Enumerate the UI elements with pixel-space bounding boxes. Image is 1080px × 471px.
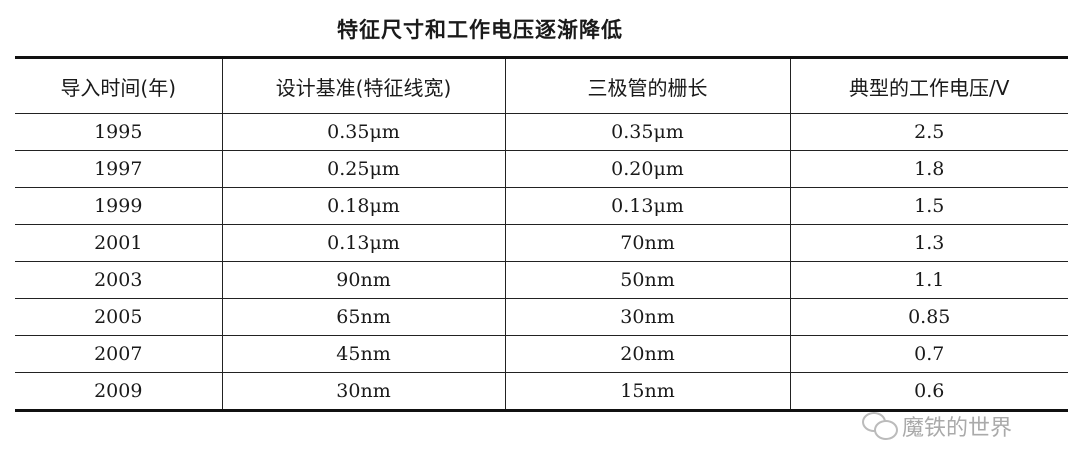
watermark-text: 魔铁的世界 [902, 416, 1013, 441]
cell-year: 2007 [15, 335, 222, 373]
header-voltage: 典型的工作电压/V [789, 57, 1068, 114]
cell-design-rule: 30nm [221, 372, 505, 411]
cell-gate-length: 50nm [504, 261, 790, 299]
cell-voltage: 0.6 [789, 372, 1068, 411]
cell-gate-length: 0.35μm [504, 113, 790, 151]
cell-design-rule: 65nm [221, 298, 505, 336]
table-row: 1999 0.18μm 0.13μm 1.5 [15, 187, 1068, 225]
cell-year: 1995 [15, 113, 222, 151]
cell-gate-length: 30nm [504, 298, 790, 336]
cell-design-rule: 90nm [221, 261, 505, 299]
header-row: 导入时间(年) 设计基准(特征线宽) 三极管的栅长 典型的工作电压/V [15, 57, 1068, 114]
cell-voltage: 1.1 [789, 261, 1068, 299]
cell-gate-length: 15nm [504, 372, 790, 411]
cell-design-rule: 0.35μm [221, 113, 505, 151]
cell-voltage: 1.5 [789, 187, 1068, 225]
cell-voltage: 1.8 [789, 150, 1068, 188]
cell-year: 2003 [15, 261, 222, 299]
cell-year: 2009 [15, 372, 222, 411]
header-gate-length: 三极管的栅长 [504, 57, 790, 114]
cell-voltage: 0.85 [789, 298, 1068, 336]
cell-design-rule: 0.25μm [221, 150, 505, 188]
table-row: 2001 0.13μm 70nm 1.3 [15, 224, 1068, 262]
table-row: 2007 45nm 20nm 0.7 [15, 335, 1068, 373]
table-row: 2009 30nm 15nm 0.6 [15, 372, 1068, 411]
cell-design-rule: 0.18μm [221, 187, 505, 225]
cell-voltage: 2.5 [789, 113, 1068, 151]
cell-voltage: 1.3 [789, 224, 1068, 262]
wechat-icon [862, 412, 898, 440]
table-row: 2005 65nm 30nm 0.85 [15, 298, 1068, 336]
cell-gate-length: 70nm [504, 224, 790, 262]
table-row: 1997 0.25μm 0.20μm 1.8 [15, 150, 1068, 188]
table-title: 特征尺寸和工作电压逐渐降低 [337, 18, 623, 42]
feature-size-table: 导入时间(年) 设计基准(特征线宽) 三极管的栅长 典型的工作电压/V 1995… [15, 56, 1068, 412]
cell-year: 1997 [15, 150, 222, 188]
cell-year: 1999 [15, 187, 222, 225]
header-year: 导入时间(年) [15, 57, 222, 114]
cell-gate-length: 20nm [504, 335, 790, 373]
cell-design-rule: 45nm [221, 335, 505, 373]
table-row: 1995 0.35μm 0.35μm 2.5 [15, 113, 1068, 151]
cell-gate-length: 0.13μm [504, 187, 790, 225]
table-row: 2003 90nm 50nm 1.1 [15, 261, 1068, 299]
header-design-rule: 设计基准(特征线宽) [221, 57, 505, 114]
cell-year: 2001 [15, 224, 222, 262]
watermark: 魔铁的世界 [862, 410, 1012, 442]
cell-voltage: 0.7 [789, 335, 1068, 373]
cell-gate-length: 0.20μm [504, 150, 790, 188]
cell-design-rule: 0.13μm [221, 224, 505, 262]
cell-year: 2005 [15, 298, 222, 336]
